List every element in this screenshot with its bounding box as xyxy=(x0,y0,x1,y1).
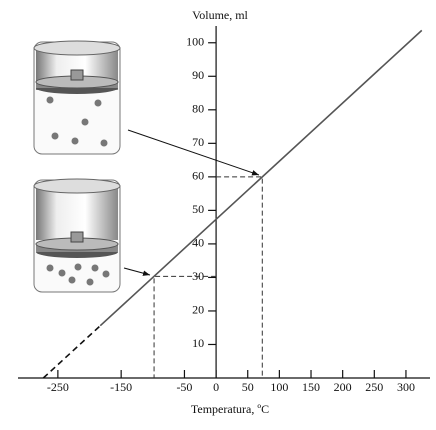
y-axis-title: Volume, ml xyxy=(192,8,248,22)
x-tick-label: 150 xyxy=(302,380,320,394)
y-tick-label: 50 xyxy=(192,202,204,216)
x-tick-label: 0 xyxy=(213,380,219,394)
guide-line xyxy=(153,275,217,378)
y-tick-label: 90 xyxy=(192,68,204,82)
y-tick-label: 40 xyxy=(192,236,204,250)
x-tick-label: 100 xyxy=(270,380,288,394)
x-tick-label: 50 xyxy=(242,380,254,394)
data-line xyxy=(42,325,101,379)
x-tick-label: 250 xyxy=(365,380,383,394)
y-tick-label: 100 xyxy=(186,35,204,49)
x-tick-label: -150 xyxy=(110,380,132,394)
x-tick-label: 300 xyxy=(397,380,415,394)
beaker-bottom xyxy=(33,178,121,293)
pointer-arrow xyxy=(123,267,151,276)
x-tick-label: -250 xyxy=(47,380,69,394)
y-tick-label: 10 xyxy=(192,336,204,350)
beaker-top xyxy=(33,40,121,155)
x-tick-label: 200 xyxy=(334,380,352,394)
pointer-arrow xyxy=(127,129,260,176)
data-line xyxy=(99,29,423,327)
y-tick-label: 70 xyxy=(192,135,204,149)
y-tick-label: 80 xyxy=(192,102,204,116)
y-tick-label: 60 xyxy=(192,169,204,183)
y-tick-label: 20 xyxy=(192,303,204,317)
x-tick-label: -50 xyxy=(176,380,192,394)
x-axis-title: Temperatura, ºC xyxy=(191,402,269,416)
guide-line xyxy=(216,176,263,378)
